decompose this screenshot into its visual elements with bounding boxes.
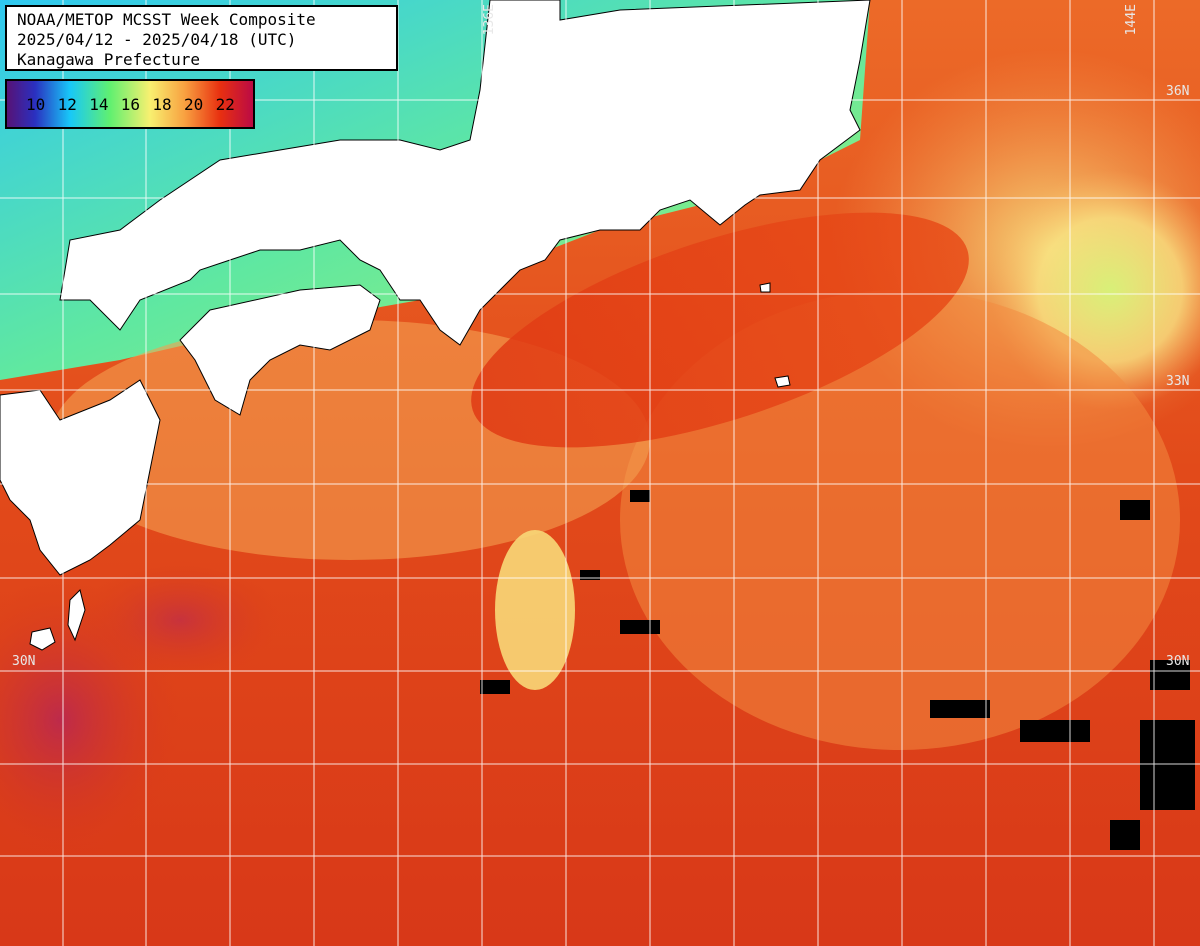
honshu-land (59, 0, 871, 346)
title-source: Kanagawa Prefecture (17, 50, 201, 69)
legend-tick: 12 (57, 94, 77, 114)
lon-label-144e: 144E (1124, 4, 1139, 36)
legend-tick: 16 (120, 94, 141, 114)
legend-color-bar (5, 79, 255, 129)
eddy-yellow (495, 530, 575, 690)
kuroshio-core (471, 212, 969, 448)
legend-tick: 18 (152, 94, 172, 114)
hachijo-land (759, 282, 771, 293)
lon-label-136e: 136E (482, 4, 497, 36)
izu-island-land (774, 375, 791, 388)
yakushima-land (29, 627, 56, 651)
title-box: NOAA/METOP MCSST Week Composite 2025/04/… (5, 5, 398, 71)
lat-label-36n: 36N (1166, 84, 1190, 99)
kyushu-land (0, 379, 161, 576)
temperature-legend: 10 12 14 16 18 20 22 (5, 79, 255, 129)
legend-tick: 14 (89, 94, 109, 114)
title-date-range: 2025/04/12 - 2025/04/18 (UTC) (17, 30, 297, 49)
lat-label-33n: 33N (1166, 374, 1190, 389)
legend-tick: 22 (215, 94, 235, 114)
tanegashima-land (67, 589, 86, 642)
legend-tick: 20 (183, 94, 204, 114)
legend-tick: 10 (26, 94, 46, 114)
title-product: NOAA/METOP MCSST Week Composite (17, 10, 316, 29)
lat-label-30n-left: 30N (12, 654, 36, 669)
lat-label-30n-right: 30N (1166, 654, 1190, 669)
cloud-mask (480, 490, 1195, 850)
